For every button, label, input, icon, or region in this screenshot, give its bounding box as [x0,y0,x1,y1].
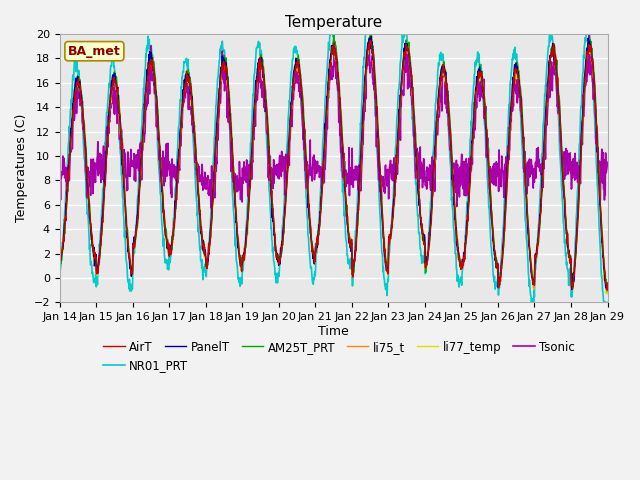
Y-axis label: Temperatures (C): Temperatures (C) [15,114,28,222]
Text: BA_met: BA_met [68,45,121,58]
Title: Temperature: Temperature [285,15,382,30]
X-axis label: Time: Time [318,325,349,338]
Legend: NR01_PRT: NR01_PRT [99,355,193,377]
